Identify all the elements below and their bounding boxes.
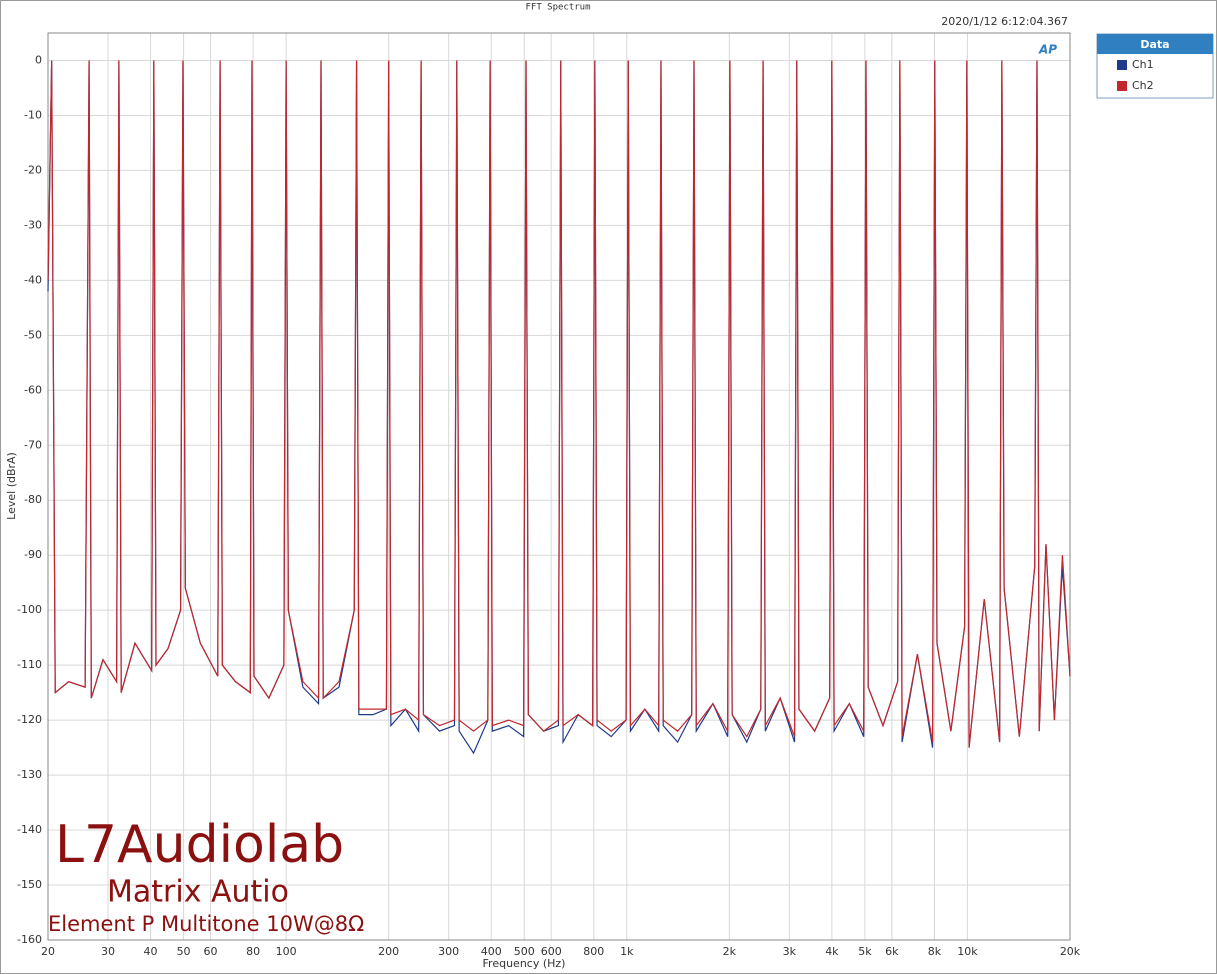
- legend-swatch: [1117, 60, 1127, 70]
- watermark: Matrix Autio: [107, 875, 289, 910]
- legend: Data Ch1 Ch2: [1096, 33, 1214, 99]
- x-tick-label: 30: [101, 945, 115, 958]
- logo: AP: [1038, 43, 1057, 57]
- x-tick-label: 100: [276, 945, 297, 958]
- chart-title: FFT Spectrum: [525, 3, 590, 13]
- x-tick-label: 2k: [723, 945, 737, 958]
- y-tick-label: -130: [17, 768, 42, 781]
- legend-header: [1097, 34, 1213, 54]
- y-tick-label: -60: [24, 383, 42, 396]
- x-tick-label: 1k: [620, 945, 634, 958]
- y-tick-label: -160: [17, 933, 42, 946]
- y-tick-label: -110: [17, 658, 42, 671]
- y-tick-label: -10: [24, 108, 42, 121]
- y-tick-label: -50: [24, 328, 42, 341]
- x-tick-label: 60: [204, 945, 218, 958]
- timestamp: 2020/1/12 6:12:04.367: [941, 15, 1068, 28]
- x-axis-label: Frequency (Hz): [483, 957, 566, 970]
- y-tick-label: -20: [24, 163, 42, 176]
- y-tick-label: -80: [24, 493, 42, 506]
- x-tick-label: 500: [514, 945, 535, 958]
- x-tick-label: 600: [541, 945, 562, 958]
- x-tick-label: 20: [41, 945, 55, 958]
- legend-title: Data: [1140, 38, 1169, 51]
- series-line: [47, 60, 1071, 748]
- legend-label: Ch2: [1132, 79, 1154, 92]
- watermark: L7Audiolab: [55, 815, 344, 875]
- x-tick-label: 80: [246, 945, 260, 958]
- y-axis-label: Level (dBrA): [5, 452, 18, 520]
- legend-swatch: [1117, 81, 1127, 91]
- y-tick-label: -140: [17, 823, 42, 836]
- x-tick-label: 6k: [885, 945, 899, 958]
- x-tick-label: 10k: [957, 945, 978, 958]
- y-tick-label: -70: [24, 438, 42, 451]
- x-tick-label: 300: [438, 945, 459, 958]
- x-tick-label: 200: [378, 945, 399, 958]
- x-tick-label: 20k: [1060, 945, 1081, 958]
- y-tick-label: -100: [17, 603, 42, 616]
- watermark: Element P Multitone 10W@8Ω: [48, 912, 364, 936]
- y-tick-label: -30: [24, 218, 42, 231]
- y-tick-label: -40: [24, 273, 42, 286]
- y-tick-label: 0: [35, 53, 42, 66]
- x-tick-label: 3k: [783, 945, 797, 958]
- y-tick-label: -90: [24, 548, 42, 561]
- y-tick-label: -120: [17, 713, 42, 726]
- x-tick-label: 50: [177, 945, 191, 958]
- x-tick-label: 40: [144, 945, 158, 958]
- x-tick-label: 4k: [825, 945, 839, 958]
- x-tick-label: 400: [481, 945, 502, 958]
- x-tick-label: 800: [583, 945, 604, 958]
- x-tick-label: 5k: [858, 945, 872, 958]
- x-tick-label: 8k: [928, 945, 942, 958]
- y-tick-label: -150: [17, 878, 42, 891]
- plot-frame: [47, 32, 1071, 941]
- legend-label: Ch1: [1132, 58, 1154, 71]
